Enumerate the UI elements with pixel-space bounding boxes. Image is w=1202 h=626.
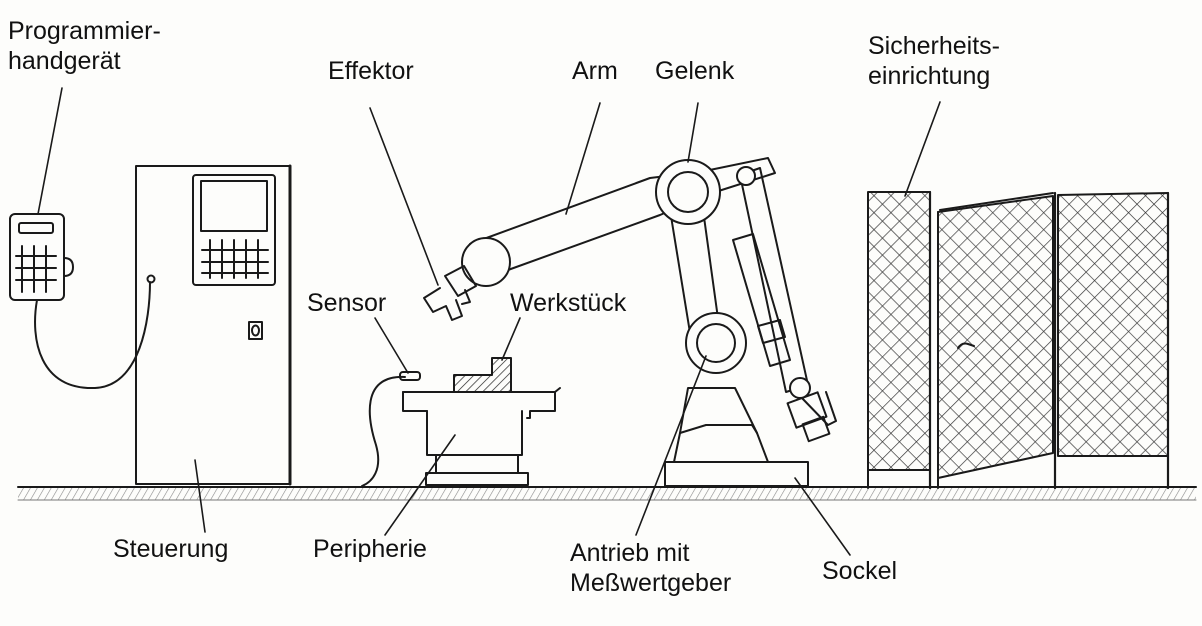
- label-programmierhandgeraet: Programmier- handgerät: [8, 16, 161, 76]
- label-sensor: Sensor: [307, 289, 387, 317]
- label-steuerung: Steuerung: [113, 535, 229, 563]
- label-sicherheitseinrichtung: Sicherheits- einrichtung: [868, 31, 1000, 91]
- label-antrieb: Antrieb mit Meßwertgeber: [570, 538, 731, 598]
- robot: [423, 157, 837, 487]
- control-cabinet: [135, 164, 292, 486]
- floor: [17, 486, 1197, 501]
- label-sockel: Sockel: [822, 557, 898, 585]
- label-programmierhandgeraet-line-1: Programmier-: [8, 17, 161, 45]
- label-programmierhandgeraet-line-2: handgerät: [8, 47, 121, 75]
- label-peripherie: Peripherie: [313, 535, 427, 563]
- label-arm: Arm: [572, 57, 618, 85]
- safety-fence: [867, 190, 1170, 490]
- label-sicherheitseinrichtung-line-2: einrichtung: [868, 62, 991, 90]
- label-effektor: Effektor: [328, 57, 414, 85]
- peripheral-table: [361, 371, 561, 487]
- label-antrieb-line-1: Antrieb mit: [570, 539, 690, 567]
- label-werkstueck: Werkstück: [510, 289, 627, 317]
- leader-lines: [37, 87, 941, 556]
- label-sicherheitseinrichtung-line-1: Sicherheits-: [868, 32, 1000, 60]
- programming-pendant: [9, 213, 156, 390]
- label-antrieb-line-2: Meßwertgeber: [570, 569, 732, 597]
- label-gelenk: Gelenk: [655, 57, 735, 85]
- workpiece: [453, 357, 512, 393]
